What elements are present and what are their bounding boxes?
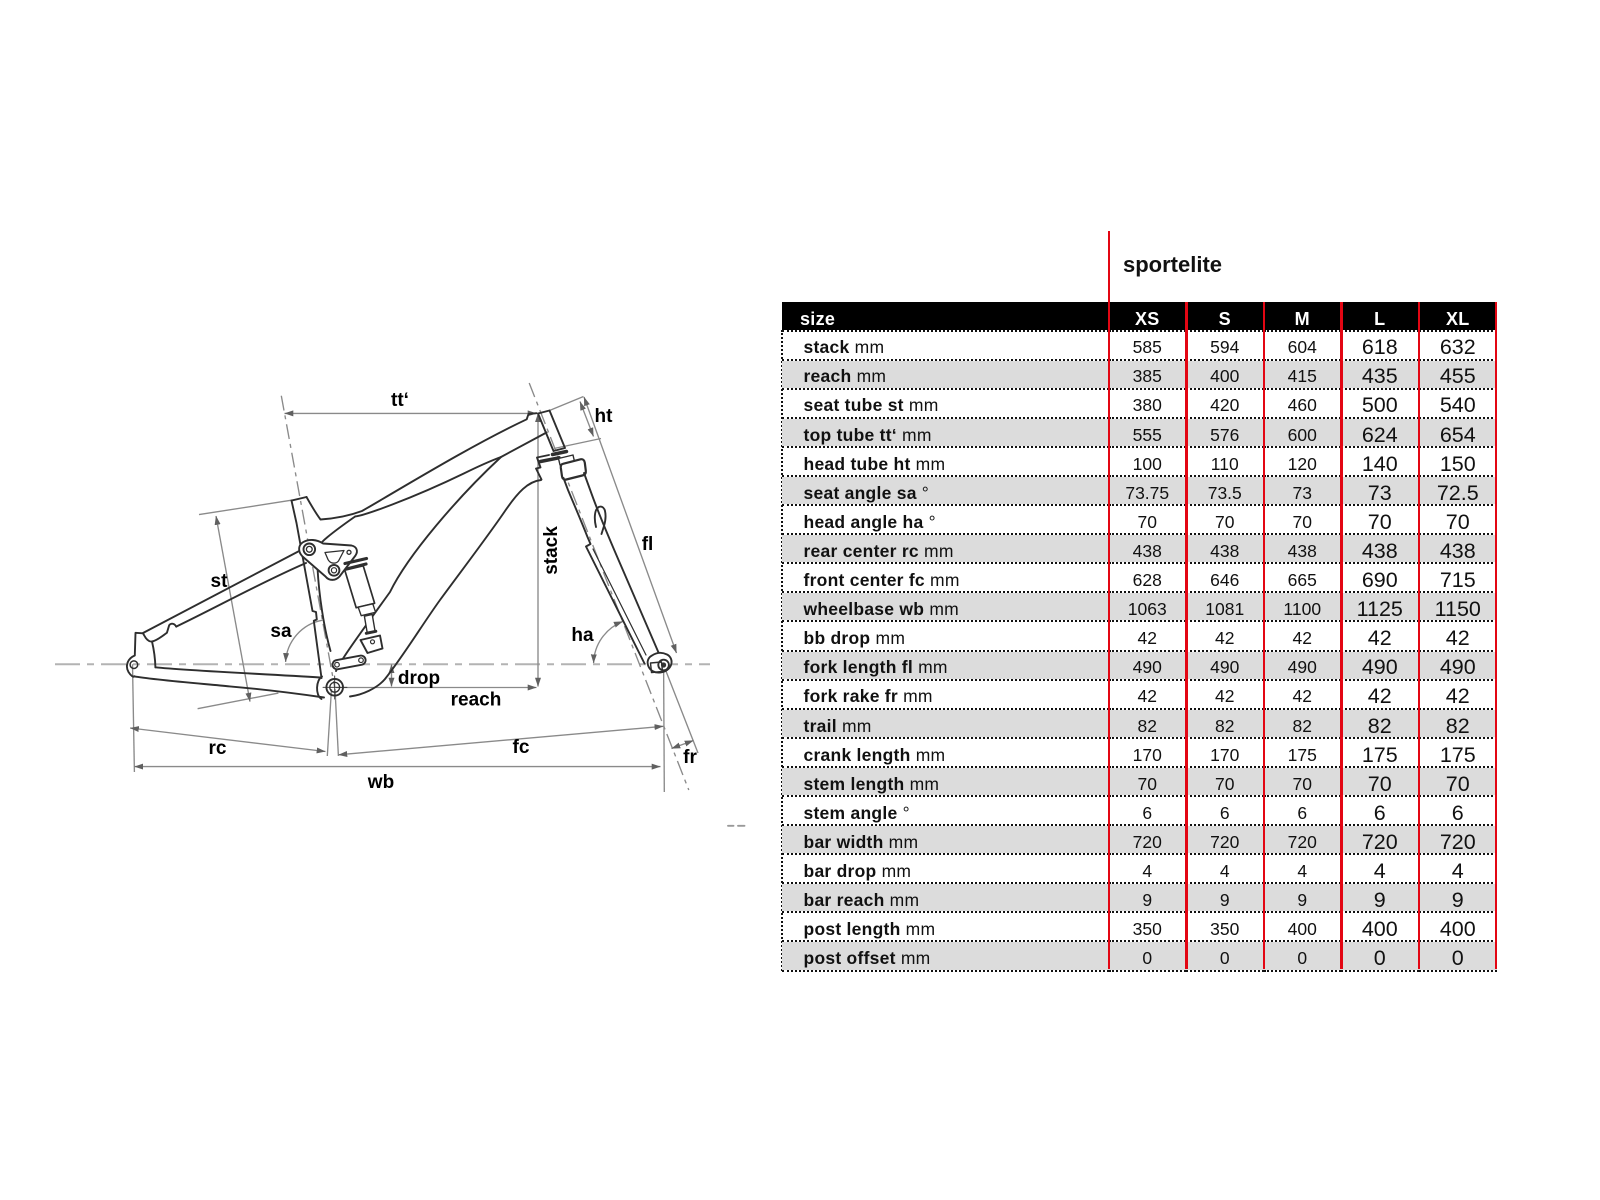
svg-text:tt‘: tt‘ xyxy=(391,390,409,411)
svg-text:ht: ht xyxy=(595,406,614,427)
svg-text:ha: ha xyxy=(571,625,594,646)
svg-text:st: st xyxy=(211,571,229,592)
svg-text:fl: fl xyxy=(642,534,654,555)
svg-text:fc: fc xyxy=(513,737,530,758)
svg-text:drop: drop xyxy=(398,668,440,689)
svg-text:stack: stack xyxy=(541,526,562,575)
svg-text:fr: fr xyxy=(683,747,697,768)
svg-text:wb: wb xyxy=(367,772,394,793)
svg-text:reach: reach xyxy=(451,690,502,711)
svg-text:rc: rc xyxy=(209,738,227,759)
svg-text:sa: sa xyxy=(270,621,292,642)
